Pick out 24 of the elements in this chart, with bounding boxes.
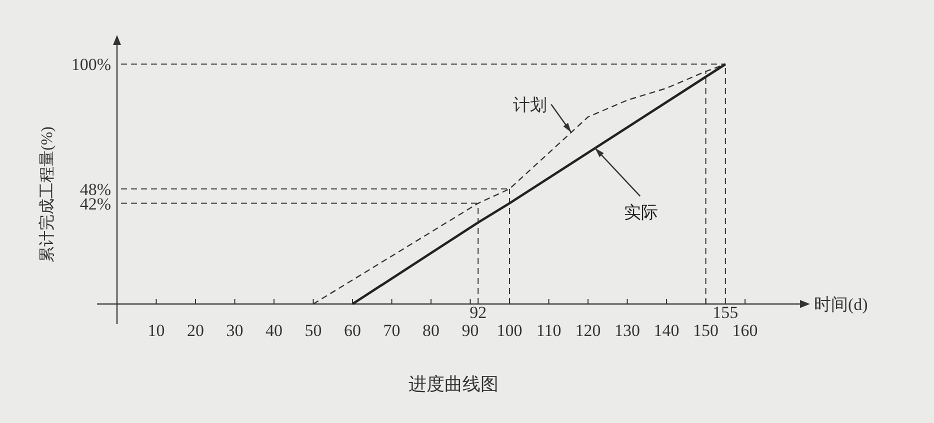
text: 实际 [624,203,658,222]
x-tick-label: 50 [304,321,322,340]
x-tick-label: 10 [148,321,165,340]
x-tick-label: 120 [575,321,601,340]
series-label: 计划 [513,95,548,114]
x-tick-label: 20 [187,321,204,340]
x-axis-title: 时间(d) [814,295,868,314]
x-tick-label: 80 [422,321,440,340]
ref-line-label: 155 [712,303,738,322]
y-tick-label: 100% [71,55,111,74]
x-tick-label: 70 [383,321,400,340]
x-tick-label: 130 [614,321,640,340]
x-tick-label: 160 [732,321,758,340]
x-tick-label: 140 [654,321,680,340]
x-tick-label: 110 [536,321,562,340]
y-axis-title: 累计完成工程量(%) [38,126,56,262]
x-tick-label: 100 [496,321,522,340]
ref-line-label: 92 [470,303,487,322]
x-tick-label: 60 [344,321,362,340]
x-tick-label: 40 [266,321,283,340]
x-tick-label: 150 [693,321,719,340]
x-tick-label: 30 [226,321,244,340]
x-tick-label: 90 [462,321,479,340]
text: 进度曲线图 [408,374,498,394]
